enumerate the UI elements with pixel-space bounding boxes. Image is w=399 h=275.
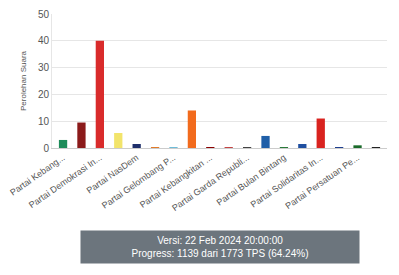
svg-text:Partai Solidaritas In...: Partai Solidaritas In... <box>249 152 325 209</box>
svg-text:Perolehan Suara: Perolehan Suara <box>19 50 28 111</box>
svg-text:Partai Bulan Bintang: Partai Bulan Bintang <box>215 152 288 207</box>
svg-text:10: 10 <box>38 116 50 127</box>
svg-text:Partai NasDem: Partai NasDem <box>85 152 141 195</box>
svg-text:Partai Demokrasi In...: Partai Demokrasi In... <box>27 152 104 210</box>
svg-text:0: 0 <box>43 143 49 154</box>
svg-text:30: 30 <box>38 62 50 73</box>
svg-text:Partai Kebangkitan ...: Partai Kebangkitan ... <box>138 152 214 210</box>
svg-text:50: 50 <box>38 9 50 20</box>
svg-text:Partai Gelombang P...: Partai Gelombang P... <box>100 152 177 210</box>
svg-text:Partai Garda Republi...: Partai Garda Republi... <box>170 152 251 213</box>
svg-text:Versi: 22 Feb 2024 20:00:00Pro: Versi: 22 Feb 2024 20:00:00Progress: 113… <box>132 235 309 259</box>
svg-text:Partai Persatuan Pe...: Partai Persatuan Pe... <box>283 152 361 211</box>
svg-text:Partai Kebang...: Partai Kebang... <box>8 152 67 197</box>
svg-text:20: 20 <box>38 89 50 100</box>
svg-text:40: 40 <box>38 35 50 46</box>
